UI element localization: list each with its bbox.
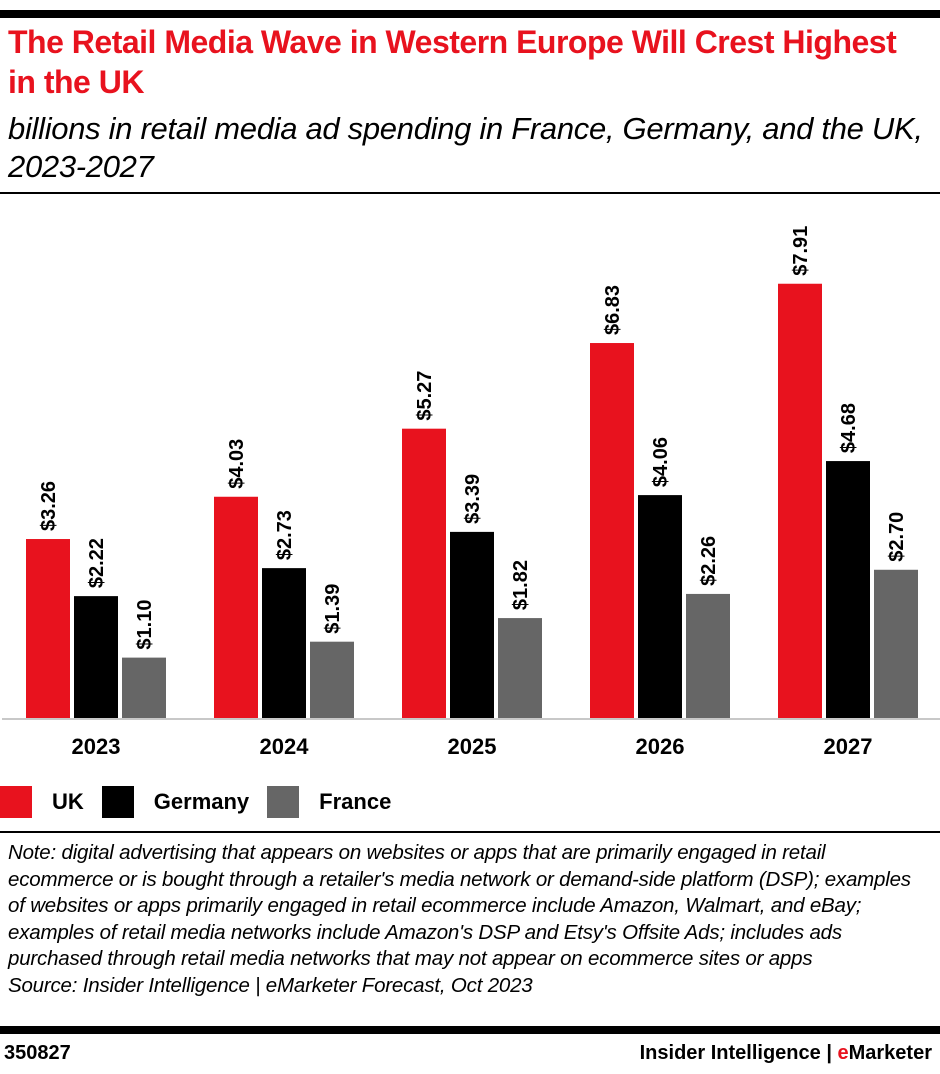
legend: UK Germany France xyxy=(0,784,409,820)
bar-uk-2025 xyxy=(402,428,446,718)
header-divider xyxy=(0,192,940,194)
brand-e: e xyxy=(837,1042,849,1064)
bar-uk-2026 xyxy=(590,343,634,718)
bar-uk-2023 xyxy=(26,539,70,718)
bar-germany-2023 xyxy=(74,596,118,718)
footer-bar xyxy=(0,1026,940,1034)
legend-item-uk: UK xyxy=(0,786,84,818)
x-tick-label-2027: 2027 xyxy=(824,734,873,759)
bar-germany-2026 xyxy=(638,495,682,718)
legend-label-germany: Germany xyxy=(153,789,250,814)
legend-swatch-uk xyxy=(0,786,32,818)
value-label-uk-2023: $3.26 xyxy=(38,481,60,531)
bar-chart: $3.26 $2.22 $1.10 2023 $4.03 $2.73 $1.39 2024 $5… xyxy=(2,226,940,759)
value-label-france-2024: $1.39 xyxy=(322,584,344,634)
brand-logo: Insider Intelligence | eMarketer xyxy=(640,1042,932,1065)
legend-swatch-france xyxy=(267,786,300,818)
value-label-germany-2025: $3.39 xyxy=(462,474,484,524)
bar-germany-2027 xyxy=(826,461,870,718)
bar-germany-2024 xyxy=(262,568,306,718)
chart-subtitle: billions in retail media ad spending in … xyxy=(8,111,923,184)
legend-divider xyxy=(0,831,940,833)
bar-france-2024 xyxy=(310,641,354,718)
value-label-france-2025: $1.82 xyxy=(510,560,532,610)
x-tick-label-2025: 2025 xyxy=(448,734,497,759)
chart-id: 350827 xyxy=(4,1042,71,1064)
footnote: Note: digital advertising that appears o… xyxy=(8,840,933,999)
value-label-france-2027: $2.70 xyxy=(886,512,908,562)
value-label-uk-2026: $6.83 xyxy=(602,285,624,335)
value-label-germany-2026: $4.06 xyxy=(650,437,672,487)
legend-item-france: France xyxy=(267,786,391,818)
value-label-uk-2024: $4.03 xyxy=(226,439,248,489)
legend-swatch-germany xyxy=(101,786,134,818)
brand-rest: Marketer xyxy=(848,1042,932,1064)
value-label-germany-2027: $4.68 xyxy=(838,403,860,453)
value-label-uk-2025: $5.27 xyxy=(414,371,436,421)
value-label-germany-2024: $2.73 xyxy=(274,510,296,560)
note-text: Note: digital advertising that appears o… xyxy=(8,841,911,970)
value-label-france-2023: $1.10 xyxy=(134,600,156,650)
value-label-germany-2023: $2.22 xyxy=(86,538,108,588)
chart-title: The Retail Media Wave in Western Europe … xyxy=(8,24,897,100)
value-label-france-2026: $2.26 xyxy=(698,536,720,586)
legend-label-france: France xyxy=(319,789,392,814)
legend-label-uk: UK xyxy=(52,789,84,814)
bar-uk-2024 xyxy=(214,496,258,718)
x-tick-label-2024: 2024 xyxy=(260,734,310,759)
value-label-uk-2027: $7.91 xyxy=(790,226,812,276)
brand-prefix: Insider Intelligence | xyxy=(639,1042,838,1064)
bar-uk-2027 xyxy=(778,283,822,718)
legend-item-germany: Germany xyxy=(101,786,250,818)
bar-france-2027 xyxy=(874,569,918,718)
bar-germany-2025 xyxy=(450,531,494,718)
bar-france-2023 xyxy=(122,657,166,718)
top-bar xyxy=(0,10,940,18)
bar-france-2025 xyxy=(498,618,542,718)
bar-france-2026 xyxy=(686,593,730,718)
source-text: Source: Insider Intelligence | eMarketer… xyxy=(8,973,533,997)
x-tick-label-2026: 2026 xyxy=(636,734,685,759)
x-tick-label-2023: 2023 xyxy=(72,734,121,759)
